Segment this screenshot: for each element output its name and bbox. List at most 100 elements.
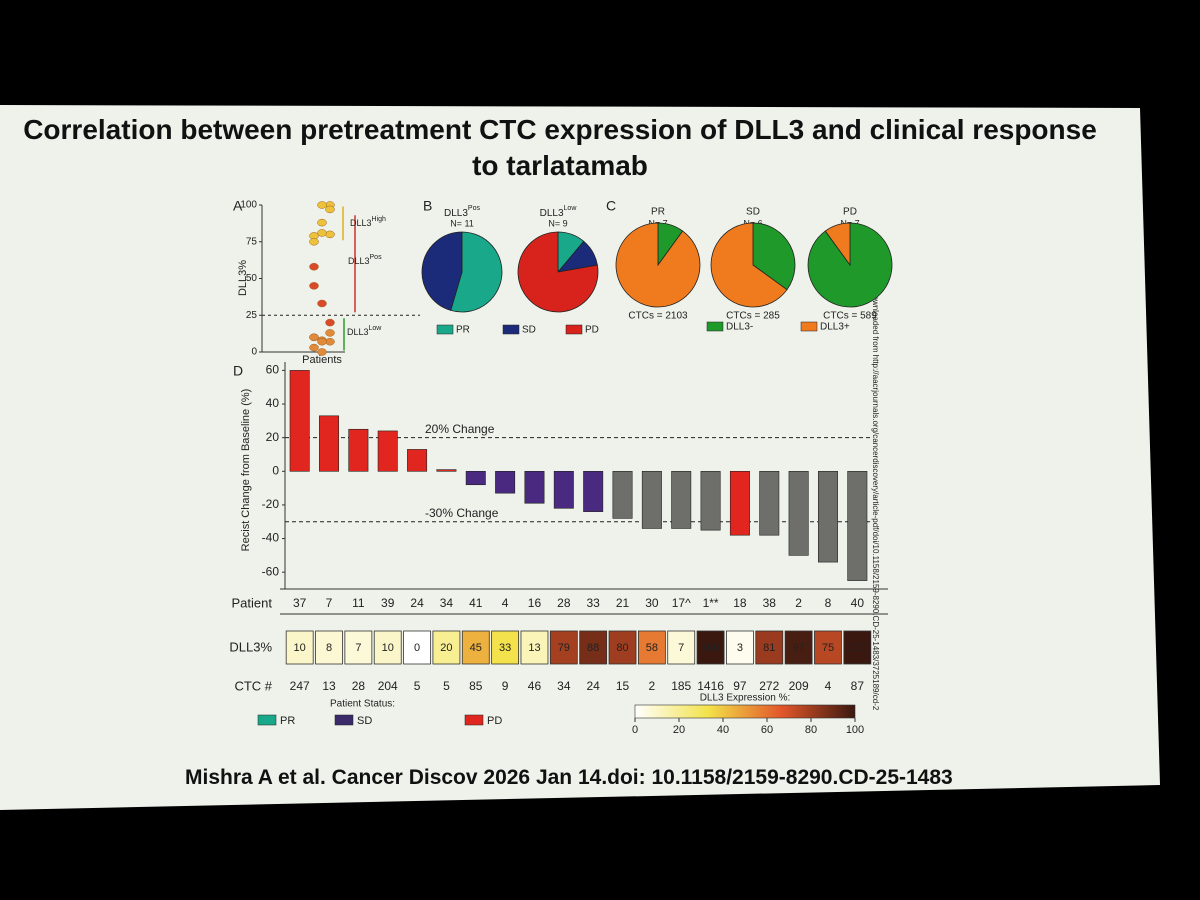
ctc-value: 185 [671, 679, 691, 693]
patient-label: 21 [616, 596, 630, 610]
dll3-cell [637, 630, 666, 665]
patient-label: 18 [733, 596, 747, 610]
bar [495, 470, 516, 494]
colorbar-title: DLL3 Expression %: [700, 693, 791, 704]
pie-slice [710, 222, 788, 308]
point [317, 201, 327, 209]
patient-label: 24 [410, 596, 424, 610]
pie-slice [615, 222, 701, 308]
bar [700, 470, 721, 531]
colorbar-tick-label: 0 [632, 724, 638, 736]
ctc-value: 1416 [697, 679, 724, 693]
pie-slice [824, 222, 851, 267]
legend-swatch [464, 714, 484, 726]
dll3-value: 33 [499, 642, 511, 654]
annotation: DLL3Low [347, 325, 382, 338]
patient-label: 11 [352, 596, 365, 610]
dll3-value: 20 [440, 642, 452, 654]
patient-label: 2 [795, 596, 802, 610]
pie-title: DLL3Pos [444, 205, 480, 219]
dll3-cell [696, 630, 725, 665]
legend-title: Patient Status: [330, 699, 395, 710]
dll3-value: 45 [470, 642, 482, 654]
ctc-value: 4 [825, 679, 832, 693]
patient-label: 39 [381, 596, 395, 610]
dll3-value: 7 [678, 642, 684, 654]
dll3-value: 100 [701, 642, 719, 654]
annotation-main: DLL3 [347, 327, 369, 337]
dll3-value: 88 [587, 642, 599, 654]
colorbar-tick-label: 80 [805, 724, 817, 736]
bar [847, 470, 868, 581]
legend-label: PD [487, 715, 502, 727]
ctc-value: 24 [586, 679, 600, 693]
legend-label: DLL3+ [820, 322, 850, 333]
bar [671, 470, 692, 529]
point [317, 337, 327, 346]
dll3-cell [814, 630, 842, 665]
dll3-value: 75 [822, 642, 834, 654]
dll3-cell [784, 630, 813, 665]
bar [583, 470, 604, 512]
legend-label: PR [456, 325, 470, 336]
ctc-value: 97 [733, 679, 747, 693]
dll3-cell [843, 630, 872, 665]
y-tick-label: -40 [262, 531, 280, 545]
y-axis-label: Recist Change from Baseline (%) [240, 389, 252, 552]
patient-label: 28 [557, 596, 571, 610]
colorbar-tick-label: 60 [761, 724, 773, 736]
legend-swatch [800, 321, 818, 332]
pie-subtitle: N= 9 [548, 218, 567, 228]
bar [524, 470, 545, 504]
bar [465, 470, 486, 486]
annotation-sup: Low [369, 325, 383, 332]
point [325, 329, 335, 337]
bar [612, 470, 633, 519]
legend-swatch [334, 714, 354, 726]
watermark: Downloaded from http://aacrjournals.org/… [871, 290, 880, 711]
ctc-value: 272 [759, 679, 779, 693]
annotation-sup: High [372, 216, 387, 223]
point [309, 333, 319, 342]
ctc-value: 247 [290, 679, 310, 693]
ctc-value: 85 [469, 679, 483, 693]
row-label: DLL3% [229, 639, 272, 654]
y-tick-label: 0 [251, 347, 257, 358]
y-tick-label: 100 [240, 200, 257, 211]
dll3-value: 8 [326, 642, 332, 654]
ctc-value: 9 [502, 679, 509, 693]
dll3-cell [549, 630, 578, 665]
x-axis-label: Patients [302, 354, 342, 366]
ctc-value: 2 [649, 679, 656, 693]
dll3-cell [520, 630, 549, 665]
pie-title-sup: Low [564, 205, 578, 212]
legend-label: DLL3- [726, 322, 753, 333]
point [317, 229, 327, 237]
patient-label: 30 [645, 596, 659, 610]
annotation: DLL3High [350, 216, 386, 229]
bar [407, 449, 428, 472]
bar [817, 470, 838, 563]
pie-slice [752, 222, 796, 291]
point [309, 282, 319, 290]
dll3-value: 58 [646, 642, 658, 654]
y-axis-label: DLL3% [237, 260, 249, 296]
bar [759, 470, 780, 536]
annotation-main: DLL3 [350, 218, 372, 228]
point [309, 343, 319, 352]
legend-swatch [706, 321, 724, 332]
dll3-value: 7 [355, 642, 361, 654]
dll3-cell [667, 630, 696, 665]
pie-footer: CTCs = 2103 [628, 311, 688, 322]
reference-label: -30% Change [425, 506, 499, 520]
legend-label: SD [522, 325, 536, 336]
legend-label: PD [585, 325, 599, 336]
y-tick-label: 25 [246, 310, 258, 321]
panel-label: A [233, 198, 243, 214]
legend-swatch [436, 324, 454, 335]
patient-label: 40 [851, 596, 865, 610]
patient-label: 16 [528, 596, 542, 610]
pie-title: PD [843, 207, 857, 218]
y-tick-label: 40 [266, 396, 280, 410]
